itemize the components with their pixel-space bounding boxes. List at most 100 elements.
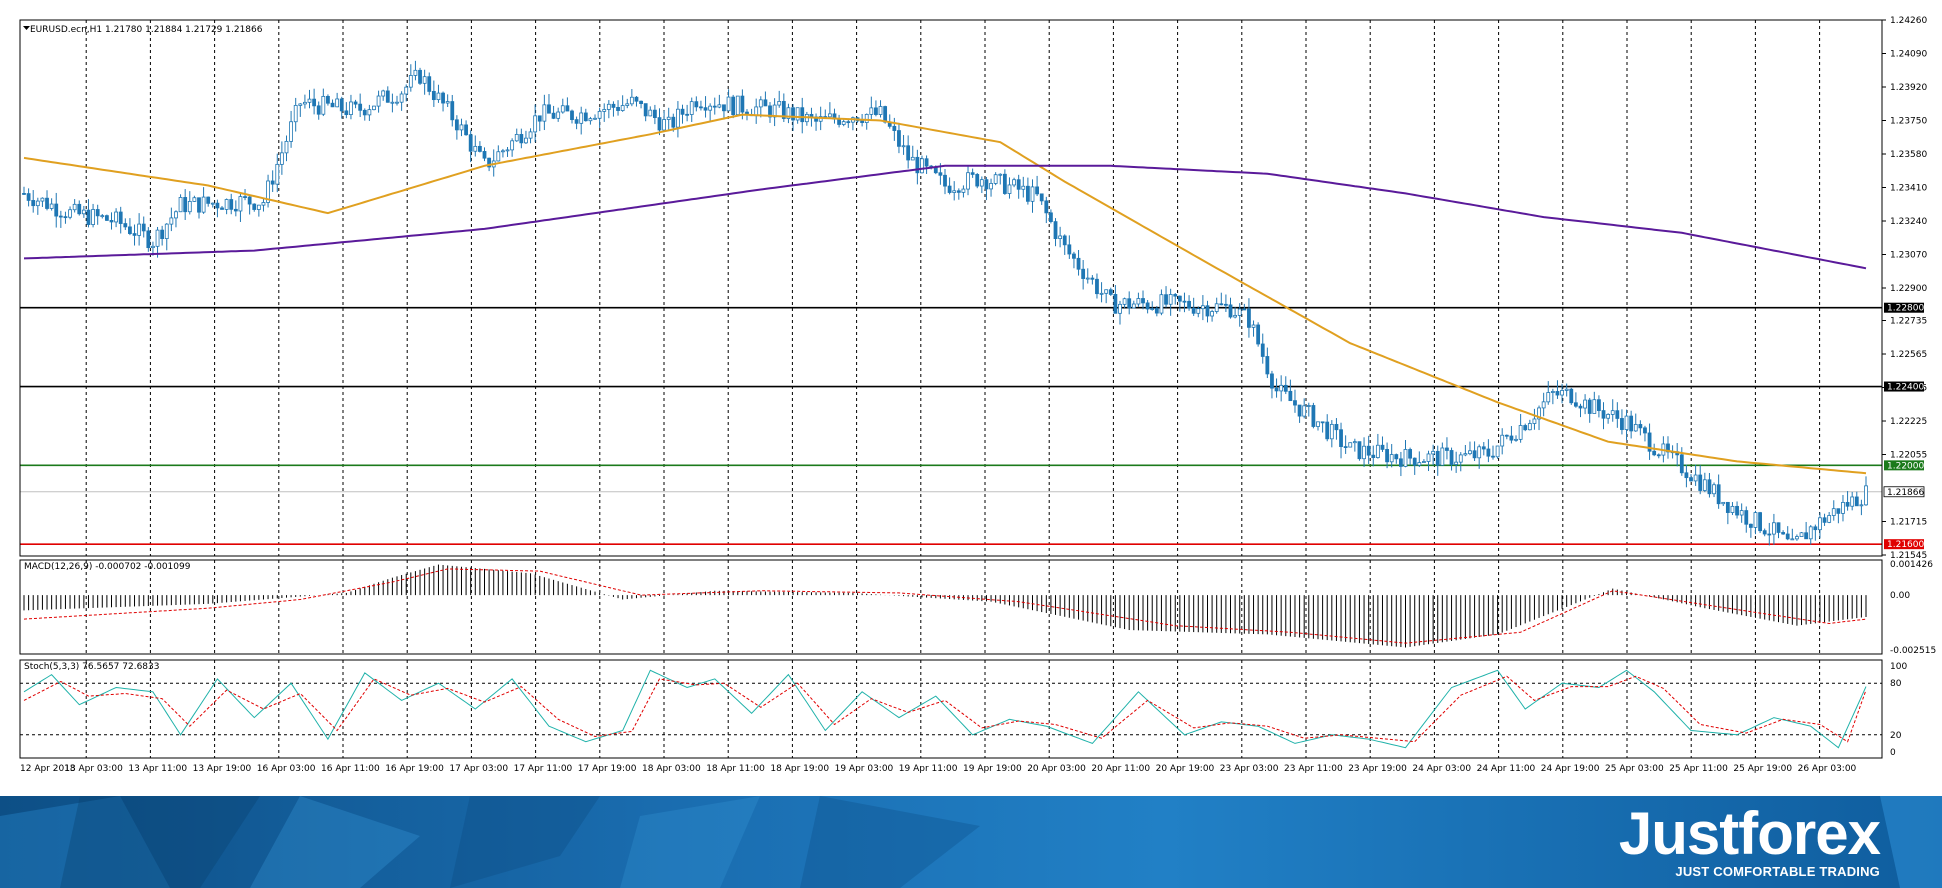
candle-body	[1527, 423, 1532, 431]
candle-body	[1647, 432, 1652, 452]
candle-body	[1205, 305, 1210, 317]
price-axis-label: 1.23070	[1890, 251, 1927, 261]
candle-body	[915, 156, 920, 174]
candle-body	[1850, 496, 1855, 507]
candle-body	[1620, 418, 1624, 430]
candle-body	[758, 99, 763, 108]
candle-body	[1385, 449, 1389, 463]
candle-body	[689, 101, 694, 115]
candle-body	[114, 211, 118, 223]
candle-body	[616, 106, 620, 111]
candle-body	[1679, 454, 1684, 474]
candle-body	[588, 118, 593, 122]
candle-body	[579, 112, 584, 124]
candle-body	[422, 76, 427, 84]
price-axis-label: 1.22900	[1890, 284, 1927, 294]
time-axis-label: 26 Apr 03:00	[1798, 764, 1857, 774]
candle-body	[381, 90, 386, 97]
candle-body	[1546, 392, 1551, 403]
candle-body	[1343, 446, 1348, 448]
macd-axis-label: -0.002515	[1890, 646, 1936, 656]
candle-body	[1145, 302, 1150, 310]
candle-body	[1044, 200, 1049, 214]
candle-body	[1177, 295, 1182, 302]
time-axis-label: 13 Apr 19:00	[193, 764, 252, 774]
candle-body	[454, 119, 459, 131]
collapse-triangle-icon[interactable]	[23, 26, 30, 30]
candle-body	[989, 183, 993, 190]
candle-body	[169, 217, 174, 225]
candle-body	[763, 99, 768, 107]
candle-body	[1864, 485, 1868, 506]
candle-body	[1587, 399, 1592, 414]
stoch-k-line	[23, 669, 1867, 749]
brand-logo[interactable]: Justforex	[1618, 800, 1881, 867]
candle-body	[883, 106, 888, 123]
candle-body	[1302, 405, 1307, 417]
candle-body	[123, 223, 128, 228]
candle-body	[570, 110, 574, 121]
candle-body	[1371, 454, 1376, 458]
candle-body	[238, 196, 243, 212]
candle-body	[1247, 308, 1251, 328]
candle-body	[1334, 423, 1339, 431]
candle-body	[777, 101, 782, 106]
time-axis-label: 24 Apr 03:00	[1412, 764, 1471, 774]
candle-body	[404, 86, 409, 95]
candle-body	[1601, 410, 1606, 419]
candle-body	[77, 203, 82, 215]
candle-body	[998, 173, 1003, 176]
candle-body	[1449, 450, 1454, 465]
stoch-axis-label: 100	[1890, 662, 1907, 672]
candle-body	[132, 233, 137, 236]
candle-body	[606, 103, 611, 110]
candle-body	[1104, 289, 1109, 294]
candle-body	[1555, 391, 1560, 396]
time-axis-label: 23 Apr 03:00	[1220, 764, 1279, 774]
candle-body	[243, 196, 247, 198]
level-tag-label: 1.21600	[1887, 540, 1924, 550]
candle-body	[63, 216, 68, 219]
candle-body	[703, 107, 708, 111]
candle-body	[639, 100, 643, 105]
candle-body	[487, 157, 492, 168]
candle-body	[897, 130, 901, 147]
candle-body	[1127, 298, 1132, 309]
candle-body	[1578, 405, 1583, 409]
candle-body	[427, 76, 432, 92]
candle-body	[1721, 501, 1726, 505]
candle-body	[1118, 303, 1122, 314]
candle-body	[1021, 185, 1026, 190]
candle-body	[625, 103, 630, 106]
candle-body	[952, 190, 957, 193]
candle-body	[146, 230, 151, 249]
candle-body	[1606, 414, 1611, 419]
candle-body	[1845, 501, 1850, 507]
candle-body	[1500, 434, 1505, 447]
candle-body	[993, 174, 998, 184]
price-axis-label: 1.21545	[1890, 551, 1927, 561]
candle-body	[956, 190, 961, 193]
candle-body	[1081, 268, 1086, 279]
candle-body	[45, 197, 49, 209]
candle-body	[298, 103, 303, 106]
candle-body	[1592, 399, 1597, 414]
time-axis-label: 18 Apr 03:00	[642, 764, 701, 774]
candle-body	[961, 188, 966, 193]
candle-body	[1739, 510, 1744, 516]
candle-body	[1583, 399, 1587, 409]
price-axis-label: 1.22055	[1890, 451, 1927, 461]
candle-body	[1389, 454, 1394, 463]
candle-body	[800, 107, 805, 123]
candle-body	[1265, 356, 1270, 375]
candle-body	[1228, 304, 1233, 318]
candle-body	[1196, 308, 1201, 314]
candle-body	[979, 179, 984, 187]
candle-body	[441, 92, 445, 104]
candle-body	[1735, 505, 1739, 516]
time-axis-label: 20 Apr 19:00	[1156, 764, 1215, 774]
candle-body	[1422, 461, 1426, 463]
candle-body	[464, 124, 468, 136]
candle-body	[1790, 538, 1795, 541]
candle-body	[1702, 479, 1707, 491]
